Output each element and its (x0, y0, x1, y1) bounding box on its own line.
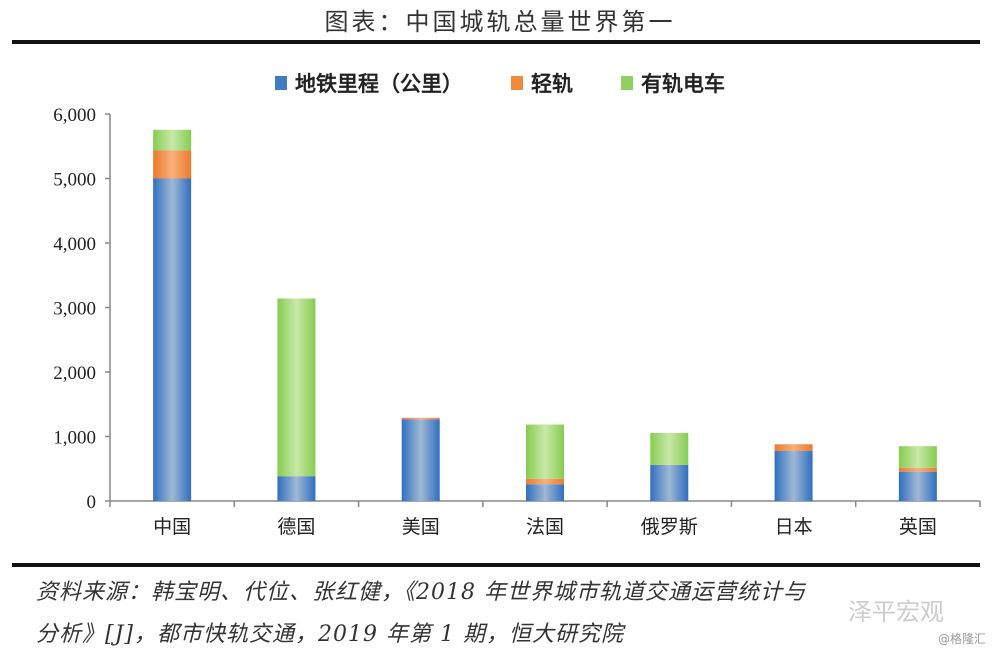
x-tick-label: 日本 (775, 516, 813, 538)
chart-title: 图表：中国城轨总量世界第一 (324, 8, 676, 36)
x-tick-label: 美国 (402, 516, 440, 538)
bar-tram (526, 424, 564, 479)
chart-plot: 0 1,000 2,000 3,000 4,000 5,000 6,000 中国 德国 美国 法国 俄… (53, 105, 981, 538)
x-tick-label: 中国 (153, 516, 191, 538)
bar-metro (898, 471, 937, 501)
bar-light-rail (898, 467, 937, 472)
watermark: 泽平宏观 (848, 598, 944, 626)
x-tick-label: 德国 (277, 516, 315, 538)
bottom-rule (12, 563, 980, 567)
y-tick-label: 6,000 (53, 105, 96, 126)
bar-light-rail (401, 417, 440, 420)
watermark-2: @格隆汇 (938, 632, 987, 646)
top-rule (12, 40, 980, 44)
source-line-2: 分析》[J]，都市快轨交通，2019 年第 1 期，恒大研究院 (36, 622, 624, 647)
bar-light-rail (774, 444, 813, 452)
y-tick-label: 0 (87, 492, 97, 513)
bar-tram (898, 446, 937, 468)
x-tick-label: 俄罗斯 (641, 516, 698, 538)
legend-swatch-light-rail (511, 76, 523, 90)
x-tick-label: 法国 (526, 516, 564, 538)
source-line-1: 资料来源：韩宝明、代位、张红健，《2018 年世界城市轨道交通运营统计与 (36, 580, 806, 605)
y-tick-label: 2,000 (53, 363, 96, 384)
y-tick-label: 1,000 (53, 428, 96, 449)
legend-swatch-tram (621, 76, 633, 90)
legend-label: 有轨电车 (641, 72, 725, 96)
bar-tram (153, 129, 192, 151)
bar-metro (774, 451, 813, 501)
legend-item-light-rail: 轻轨 (511, 68, 573, 98)
legend-item-metro: 地铁里程（公里） (275, 68, 463, 98)
legend-item-tram: 有轨电车 (621, 68, 725, 98)
bar-metro (650, 464, 689, 501)
bar-metro (526, 484, 564, 501)
legend: 地铁里程（公里） 轻轨 有轨电车 (0, 68, 1000, 98)
y-tick-label: 5,000 (53, 170, 96, 191)
bar-tram (650, 432, 689, 465)
legend-swatch-metro (275, 76, 287, 90)
bar-light-rail (526, 478, 564, 485)
y-tick-label: 4,000 (53, 234, 96, 255)
bar-tram (277, 298, 316, 477)
bar-light-rail (153, 150, 192, 179)
bar-metro (401, 419, 440, 501)
x-tick-label: 英国 (899, 516, 937, 538)
bar-metro (153, 178, 192, 501)
legend-label: 地铁里程（公里） (295, 72, 463, 96)
legend-label: 轻轨 (531, 72, 573, 96)
y-tick-label: 3,000 (53, 299, 96, 320)
bar-metro (277, 476, 316, 501)
